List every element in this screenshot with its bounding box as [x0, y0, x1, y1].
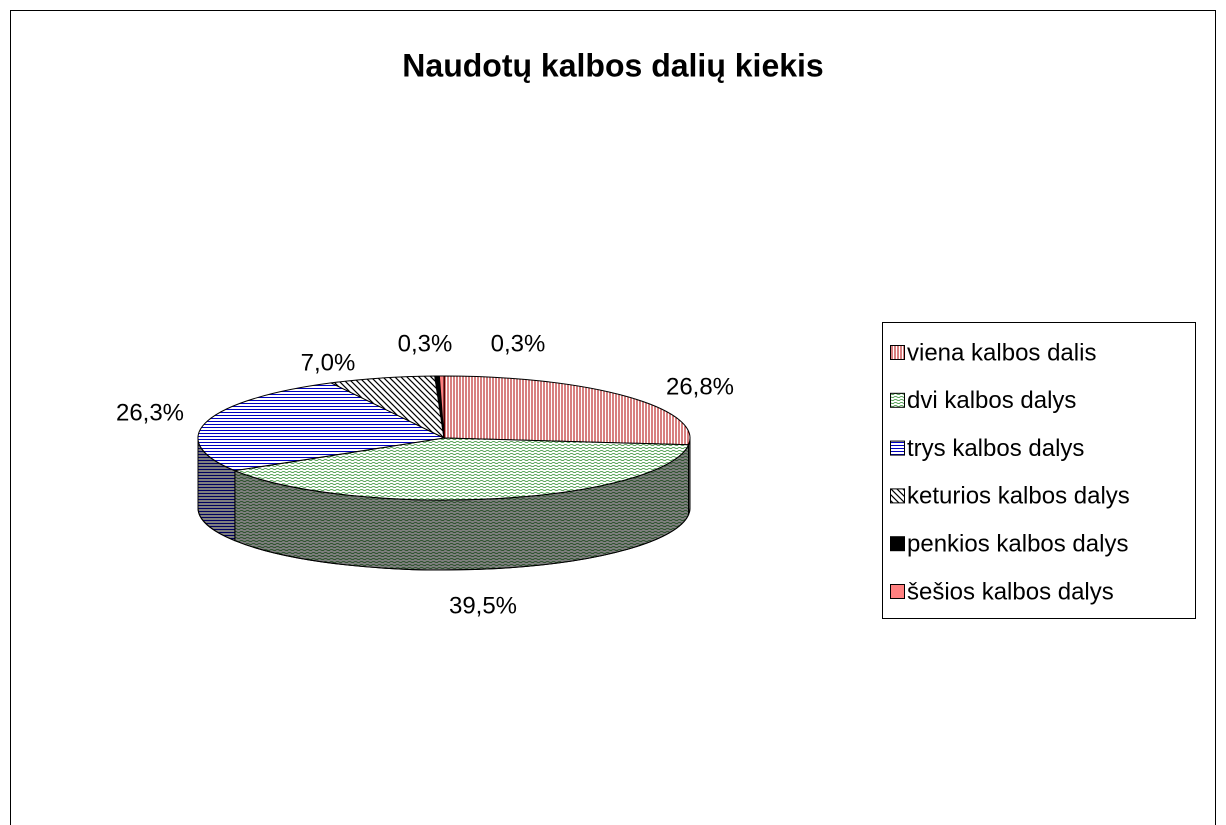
slice: [438, 375, 445, 439]
legend-swatch: [890, 440, 905, 456]
legend-label: viena kalbos dalis: [907, 339, 1096, 366]
legend-label: dvi kalbos dalys: [907, 387, 1076, 414]
legend-label: keturios kalbos dalys: [907, 483, 1130, 510]
legend-swatch: [890, 536, 905, 552]
legend-label: šešios kalbos dalys: [907, 578, 1114, 605]
data-label: 0,3%: [491, 330, 546, 357]
data-label: 26,3%: [116, 399, 184, 426]
slice: [329, 375, 445, 439]
slice: [197, 382, 446, 472]
legend-label: penkios kalbos dalys: [907, 531, 1128, 558]
chart-title: Naudotų kalbos dalių kiekis: [402, 47, 823, 83]
data-label: 26,8%: [666, 373, 734, 400]
data-label: 7,0%: [301, 349, 356, 376]
legend-label: trys kalbos dalys: [907, 435, 1084, 462]
legend-swatch: [890, 584, 905, 599]
slice: [443, 375, 691, 446]
legend-swatch: [890, 345, 905, 360]
data-label: 0,3%: [398, 330, 453, 357]
legend-swatch: [890, 488, 905, 504]
legend-swatch: [890, 392, 905, 408]
data-label: 39,5%: [449, 592, 517, 619]
slice: [233, 437, 690, 501]
legend-box: [882, 322, 1196, 619]
